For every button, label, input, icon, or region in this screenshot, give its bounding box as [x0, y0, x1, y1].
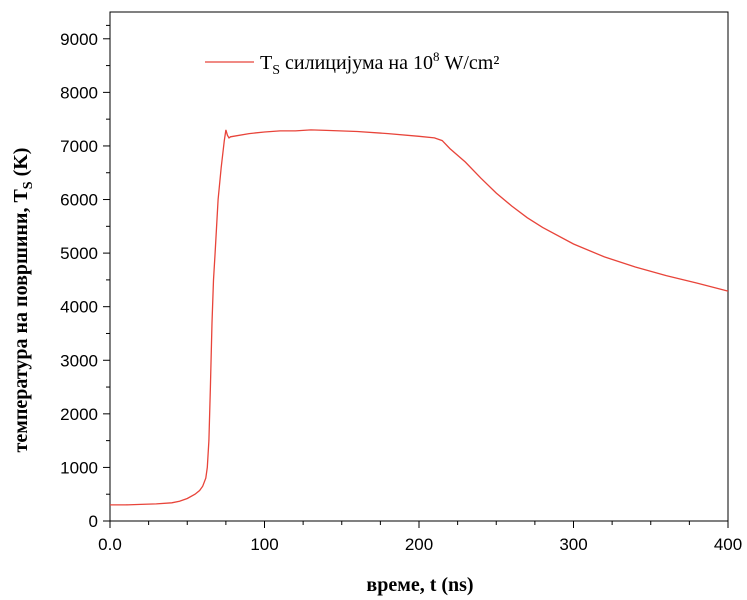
x-tick-label: 400 [714, 535, 742, 554]
series-line-ts-silicon [110, 129, 729, 506]
x-tick-label: 100 [250, 535, 278, 554]
y-tick-label: 5000 [60, 244, 98, 263]
y-tick-label: 0 [89, 512, 98, 531]
y-tick-label: 4000 [60, 298, 98, 317]
x-tick-label: 0.0 [98, 535, 122, 554]
y-tick-label: 6000 [60, 191, 98, 210]
y-tick-label: 8000 [60, 83, 98, 102]
legend: TS силицијума на 108 W/cm² [205, 49, 499, 78]
x-axis-title: време, t (ns) [366, 574, 473, 596]
y-axis-ticks: 0 1000 2000 3000 4000 5000 6000 7000 8000 9000 [60, 24, 110, 531]
y-tick-label: 9000 [60, 30, 98, 49]
y-tick-label: 1000 [60, 458, 98, 477]
y-axis-title: температура на површини, TS (K) [10, 148, 36, 453]
x-tick-label: 200 [405, 535, 433, 554]
y-tick-label: 7000 [60, 137, 98, 156]
legend-label: TS силицијума на 108 W/cm² [260, 49, 499, 78]
y-tick-label: 2000 [60, 405, 98, 424]
x-axis-ticks: 0.0 100 200 300 400 [98, 521, 742, 554]
y-tick-label: 3000 [60, 351, 98, 370]
x-tick-label: 300 [559, 535, 587, 554]
